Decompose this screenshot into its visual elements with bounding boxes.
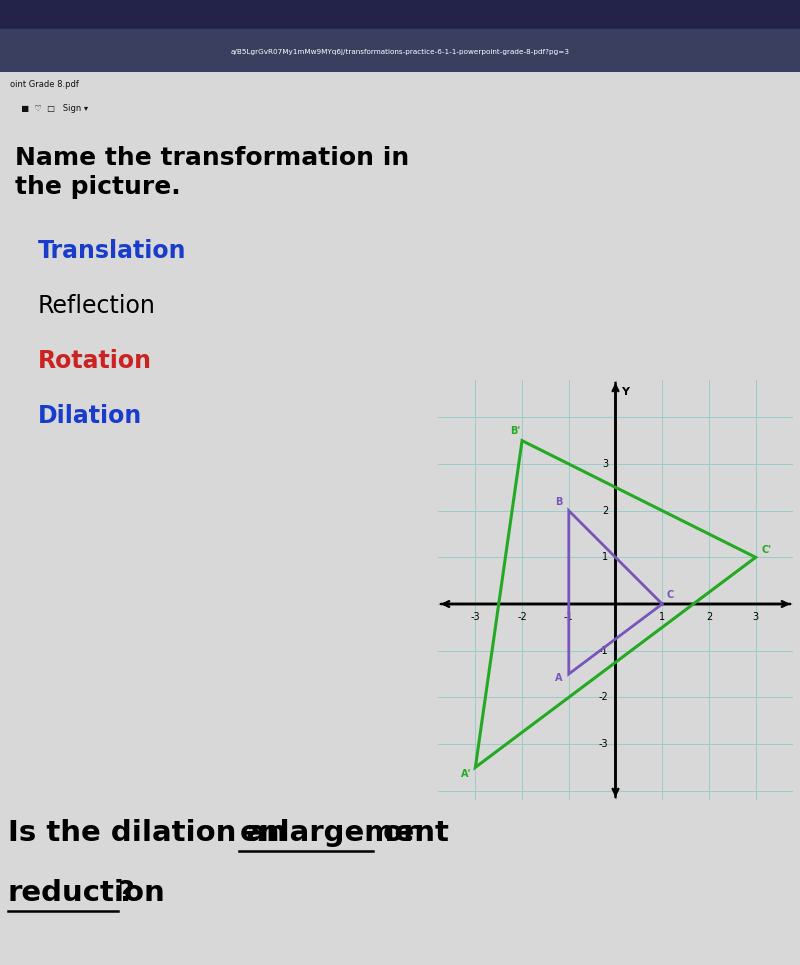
Text: C': C' (762, 544, 771, 555)
Text: Is the dilation an: Is the dilation an (8, 819, 297, 847)
Text: ?: ? (118, 879, 134, 907)
Text: A: A (554, 673, 562, 683)
Text: A': A' (462, 769, 472, 779)
Text: Reflection: Reflection (38, 293, 156, 317)
Text: 2: 2 (706, 613, 712, 622)
Text: -1: -1 (599, 646, 609, 655)
Text: 3: 3 (602, 459, 609, 469)
Text: ■  ♡  □   Sign ▾: ■ ♡ □ Sign ▾ (16, 104, 88, 113)
Text: 1: 1 (659, 613, 666, 622)
Text: -3: -3 (599, 739, 609, 749)
Text: oint Grade 8.pdf: oint Grade 8.pdf (10, 79, 78, 89)
Text: Y: Y (621, 387, 629, 397)
Text: Name the transformation in
the picture.: Name the transformation in the picture. (15, 146, 410, 200)
Text: a/B5LgrGvR07My1mMw9MYq6j/transformations-practice-6-1-1-powerpoint-grade-8-pdf?p: a/B5LgrGvR07My1mMw9MYq6j/transformations… (230, 49, 570, 55)
Text: reduction: reduction (8, 879, 166, 907)
Text: -1: -1 (564, 613, 574, 622)
Text: B': B' (510, 426, 521, 435)
Text: Translation: Translation (38, 238, 186, 262)
Text: -3: -3 (470, 613, 480, 622)
Text: -2: -2 (518, 613, 527, 622)
Text: or: or (374, 819, 418, 847)
Text: -2: -2 (598, 692, 609, 703)
Text: 3: 3 (753, 613, 758, 622)
Text: C: C (667, 591, 674, 600)
Text: Rotation: Rotation (38, 348, 152, 372)
Text: 1: 1 (602, 552, 609, 563)
Text: 2: 2 (602, 506, 609, 515)
Text: Dilation: Dilation (38, 403, 142, 427)
Text: enlargement: enlargement (239, 819, 450, 847)
Text: B: B (554, 497, 562, 507)
